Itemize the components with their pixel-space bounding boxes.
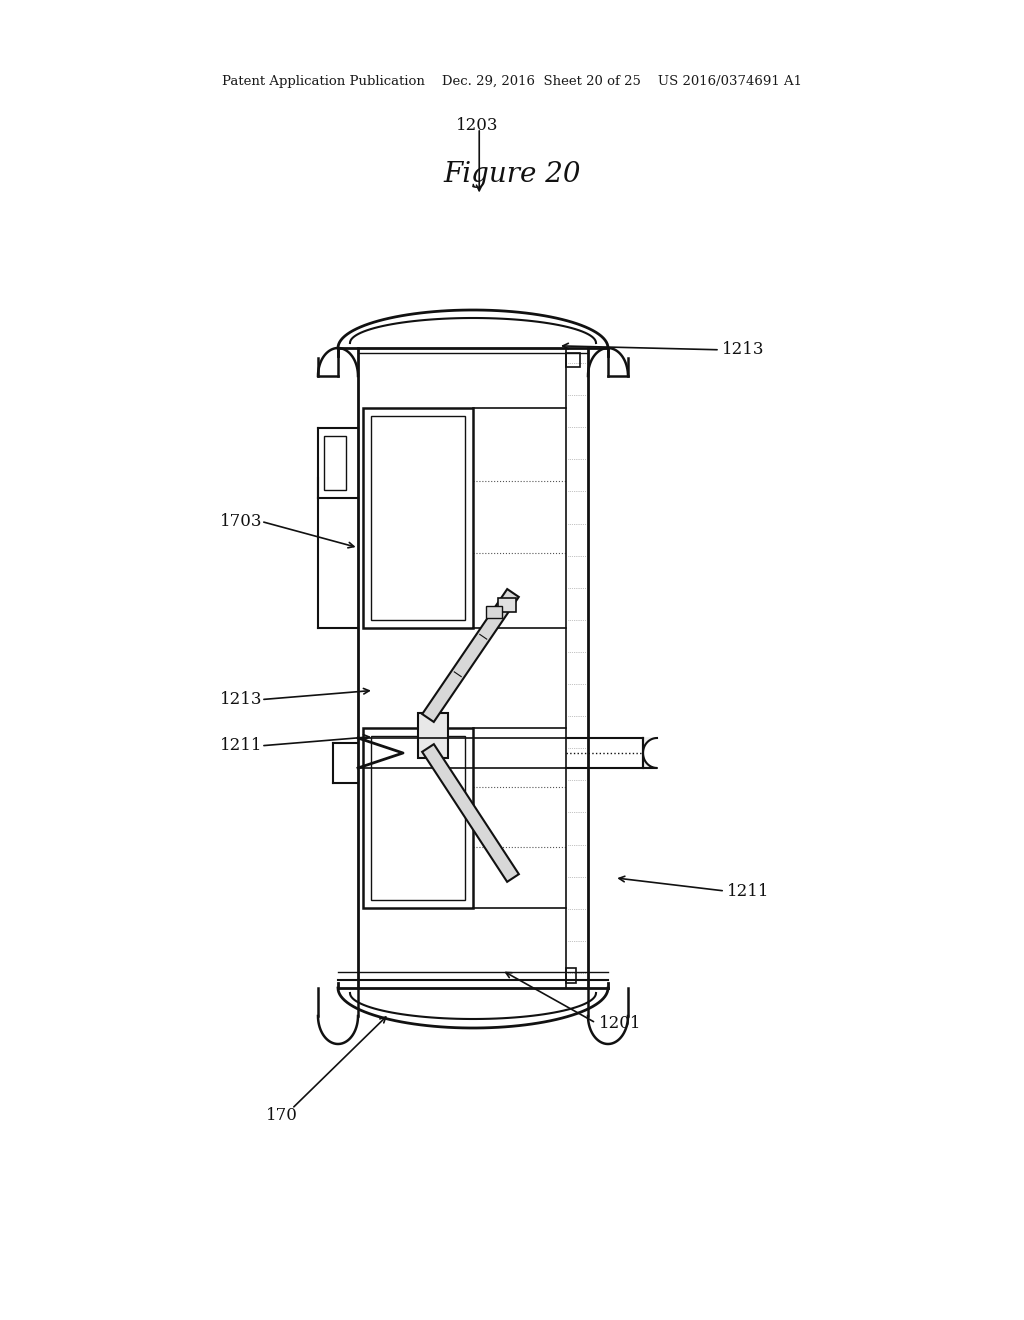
Text: 1203: 1203 bbox=[456, 117, 499, 133]
Bar bbox=[566, 352, 580, 367]
Bar bbox=[498, 598, 516, 612]
Text: Patent Application Publication    Dec. 29, 2016  Sheet 20 of 25    US 2016/03746: Patent Application Publication Dec. 29, … bbox=[222, 75, 802, 88]
Text: 1213: 1213 bbox=[220, 692, 263, 708]
Polygon shape bbox=[643, 738, 657, 768]
Polygon shape bbox=[422, 744, 519, 882]
Text: 170: 170 bbox=[266, 1107, 298, 1123]
Bar bbox=[324, 436, 346, 490]
Text: 1703: 1703 bbox=[220, 513, 263, 529]
Bar bbox=[362, 408, 473, 628]
Bar bbox=[486, 606, 502, 618]
Bar bbox=[358, 348, 588, 987]
Polygon shape bbox=[422, 589, 519, 722]
Text: 1211: 1211 bbox=[220, 738, 263, 754]
Bar bbox=[371, 416, 465, 620]
Text: Figure 20: Figure 20 bbox=[443, 161, 581, 189]
Bar bbox=[418, 713, 449, 758]
Text: 1211: 1211 bbox=[727, 883, 770, 899]
Bar bbox=[566, 968, 575, 983]
Bar bbox=[362, 729, 473, 908]
Text: 1213: 1213 bbox=[722, 342, 765, 358]
Text: 1201: 1201 bbox=[599, 1015, 642, 1031]
Bar bbox=[371, 737, 465, 900]
